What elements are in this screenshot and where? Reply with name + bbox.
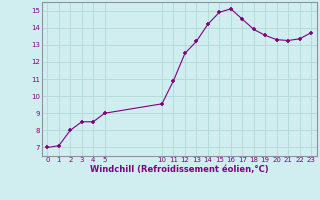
X-axis label: Windchill (Refroidissement éolien,°C): Windchill (Refroidissement éolien,°C) xyxy=(90,165,268,174)
